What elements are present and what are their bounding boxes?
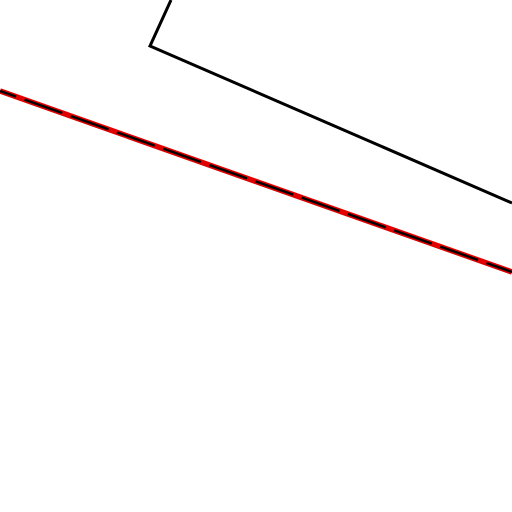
parcel-boundary-line (148, 0, 512, 205)
railway-line (0, 88, 512, 275)
railway-black-dashes (0, 89, 512, 274)
